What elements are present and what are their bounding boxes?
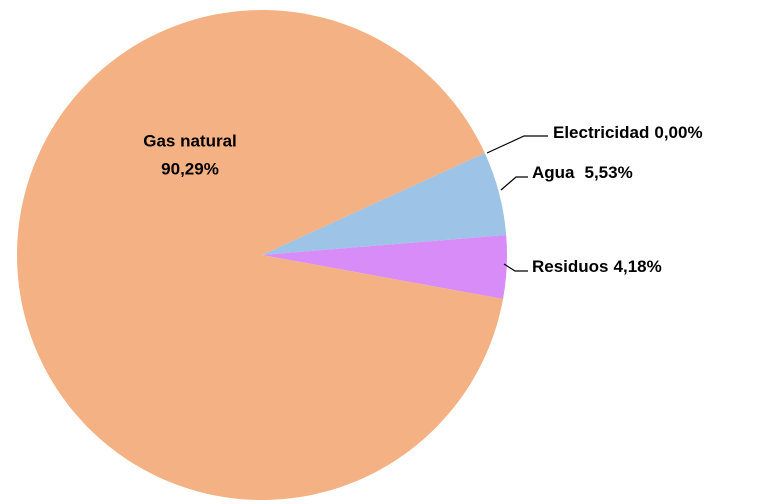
- slice-label: Residuos 4,18%: [532, 257, 662, 276]
- slice-label-name: Agua: [532, 163, 575, 182]
- slice-label: Agua 5,53%: [532, 163, 633, 182]
- slice: [262, 234, 507, 300]
- slice: [16, 10, 504, 500]
- slices: [16, 10, 507, 500]
- slice-label-name: Gas natural: [143, 131, 237, 150]
- leader-line: [503, 263, 528, 272]
- slice-label-name: Residuos: [532, 257, 609, 276]
- slice-label-value: 4,18%: [614, 257, 662, 276]
- slice-label-value: 90,29%: [161, 159, 219, 178]
- leader-line: [486, 135, 548, 154]
- slice-label-value: 0,00%: [654, 123, 702, 142]
- slice-label-value: 5,53%: [585, 163, 633, 182]
- leader-lines: [486, 135, 548, 272]
- slice-label: Electricidad 0,00%: [553, 123, 703, 142]
- slice: [262, 153, 507, 255]
- leader-line: [500, 176, 528, 191]
- slice-label-name: Electricidad: [553, 123, 649, 142]
